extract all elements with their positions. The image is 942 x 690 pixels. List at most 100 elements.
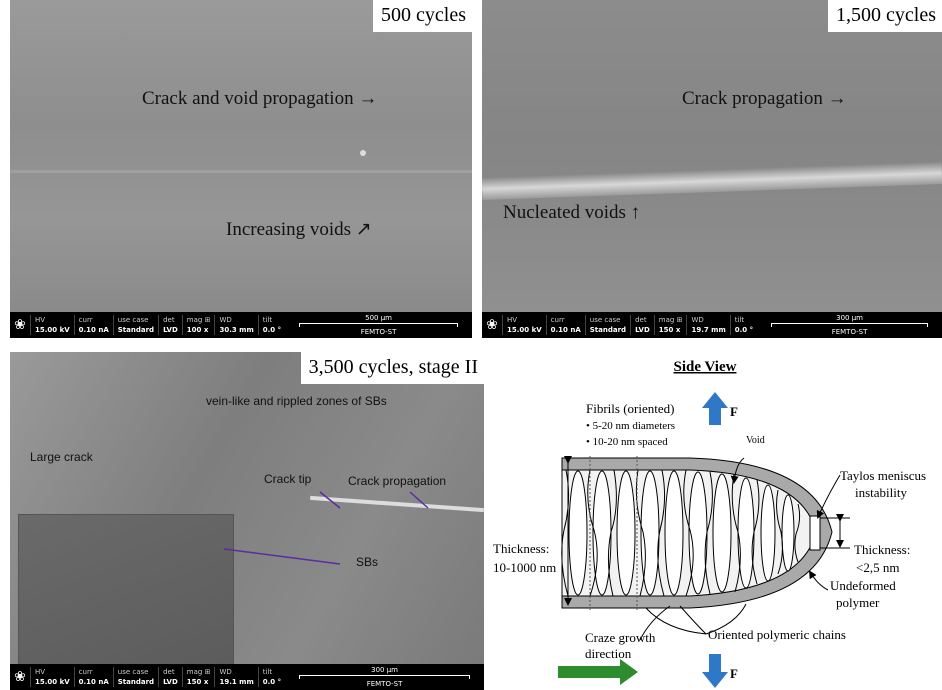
info-value: 0.0 ° — [263, 677, 281, 687]
scale-bar: 500 μm FEMTO-ST — [295, 313, 462, 337]
info-value: 15.00 kV — [35, 677, 70, 687]
thickness-label: Thickness: — [854, 542, 910, 557]
lab-name: FEMTO-ST — [767, 327, 932, 337]
undeformed-label: Undeformed — [830, 578, 896, 593]
panel-label: 3,500 cycles, stage II — [301, 352, 484, 384]
info-value: LVD — [163, 325, 178, 335]
annotation: Crack propagation → — [682, 88, 847, 110]
info-key: curr — [551, 315, 581, 325]
info-key: mag ⊞ — [187, 315, 211, 325]
info-value: Standard — [118, 677, 154, 687]
info-value: LVD — [635, 325, 650, 335]
annotation: Increasing voids ↗ — [226, 218, 372, 241]
lab-name: FEMTO-ST — [295, 679, 474, 689]
fibril-label: • 10-20 nm spaced — [586, 436, 668, 448]
figure: {"panels":[ {"label":"500 cycles","annot… — [0, 0, 942, 690]
undeformed-label: polymer — [836, 595, 880, 610]
info-value: 0.0 ° — [735, 325, 753, 335]
info-key: curr — [79, 667, 109, 677]
info-value: 150 x — [187, 677, 211, 687]
thickness-label: 10-1000 nm — [493, 560, 556, 575]
info-key: det — [163, 667, 178, 677]
growth-label: Craze growth — [585, 630, 656, 645]
force-arrow — [702, 654, 728, 688]
annotation: vein-like and rippled zones of SBs — [206, 394, 387, 408]
info-value: 0.10 nA — [79, 325, 109, 335]
scale-label: 500 μm — [295, 313, 462, 323]
info-value: 0.0 ° — [263, 325, 281, 335]
info-key: WD — [219, 667, 253, 677]
craze-diagram: Side View F F Fibrils (oriented) • 5-20 … — [490, 350, 942, 690]
annotation: Crack propagation — [348, 474, 446, 488]
logo: ❀ — [482, 317, 502, 333]
info-value: LVD — [163, 677, 178, 687]
annotation: Crack and void propagation → — [142, 88, 377, 110]
growth-arrow — [558, 659, 638, 685]
scale-bar: 300 μm FEMTO-ST — [767, 313, 932, 337]
logo: ❀ — [10, 317, 30, 333]
force-label: F — [730, 666, 738, 681]
logo: ❀ — [10, 669, 30, 685]
info-key: HV — [35, 667, 70, 677]
thickness-label: <2,5 nm — [856, 560, 899, 575]
info-key: tilt — [263, 667, 281, 677]
info-key: tilt — [263, 315, 281, 325]
scale-label: 300 μm — [767, 313, 932, 323]
annotation: Crack tip — [264, 472, 311, 486]
force-arrow — [702, 392, 728, 425]
growth-label: direction — [585, 646, 632, 661]
info-value: Standard — [118, 325, 154, 335]
scale-label: 300 μm — [295, 665, 474, 675]
info-value: 15.00 kV — [35, 325, 70, 335]
info-key: mag ⊞ — [187, 667, 211, 677]
sem-image: 1,500 cycles Crack propagation → Nucleat… — [482, 0, 942, 312]
info-key: tilt — [735, 315, 753, 325]
fibril-label: • 5-20 nm diameters — [586, 420, 675, 432]
info-value: 100 x — [187, 325, 211, 335]
info-key: use case — [118, 315, 154, 325]
info-value: 15.00 kV — [507, 325, 542, 335]
info-value: 0.10 nA — [79, 677, 109, 687]
panel-label: 1,500 cycles — [828, 0, 942, 32]
meniscus-label: instability — [855, 485, 908, 500]
info-key: WD — [219, 315, 253, 325]
info-key: HV — [507, 315, 542, 325]
info-field: mag ⊞150 x — [182, 667, 215, 687]
annotation: SBs — [356, 555, 378, 569]
info-key: curr — [79, 315, 109, 325]
force-label: F — [730, 404, 738, 419]
info-field: mag ⊞100 x — [182, 315, 215, 335]
info-key: det — [163, 315, 178, 325]
info-key: use case — [590, 315, 626, 325]
info-field: mag ⊞150 x — [654, 315, 687, 335]
diagram-title: Side View — [674, 359, 737, 375]
info-key: mag ⊞ — [659, 315, 683, 325]
lab-name: FEMTO-ST — [295, 327, 462, 337]
info-field: tilt0.0 ° — [258, 667, 285, 687]
info-value: 19.1 mm — [219, 677, 253, 687]
sem-image: 500 cycles Crack and void propagation → … — [10, 0, 472, 312]
void-label: Void — [746, 435, 765, 446]
info-key: WD — [691, 315, 725, 325]
info-value: 30.3 mm — [219, 325, 253, 335]
info-field: detLVD — [630, 315, 654, 335]
chains-label: Oriented polymeric chains — [708, 627, 846, 642]
info-key: use case — [118, 667, 154, 677]
